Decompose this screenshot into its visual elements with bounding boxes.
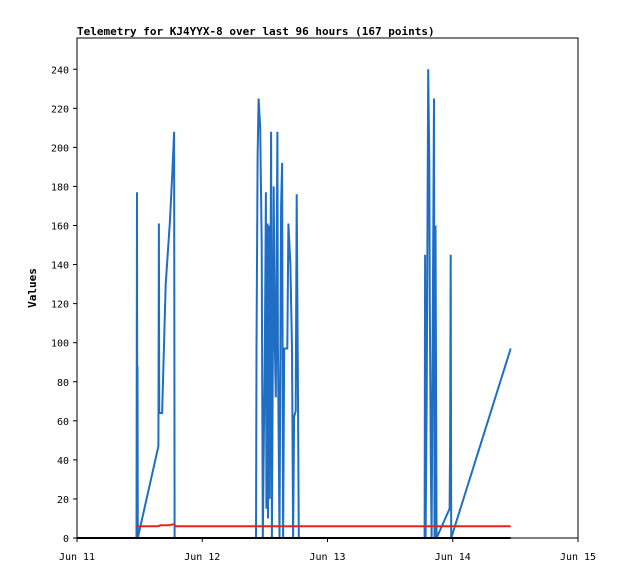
- series-line-1: [135, 69, 512, 539]
- x-tick-label: Jun 15: [560, 552, 596, 563]
- y-tick-label: 80: [57, 378, 69, 389]
- y-tick-label: 240: [51, 65, 69, 76]
- y-tick-label: 220: [51, 104, 69, 115]
- y-tick-label: 100: [51, 339, 69, 350]
- y-tick-label: 160: [51, 222, 69, 233]
- series-line-2: [136, 523, 511, 528]
- x-tick-label: Jun 13: [309, 552, 345, 563]
- x-axis: Jun 11 Jun 12 Jun 13 Jun 14 Jun 15: [59, 538, 596, 563]
- y-axis-label: Values: [26, 268, 39, 308]
- y-tick-label: 180: [51, 182, 69, 193]
- plot-frame: [76, 37, 579, 539]
- y-tick-label: 140: [51, 261, 69, 272]
- x-tick-label: Jun 11: [59, 552, 95, 563]
- y-tick-label: 60: [57, 417, 69, 428]
- chart-title: Telemetry for KJ4YYX-8 over last 96 hour…: [77, 25, 435, 38]
- y-tick-label: 120: [51, 300, 69, 311]
- y-tick-label: 200: [51, 143, 69, 154]
- y-tick-label: 0: [63, 534, 69, 545]
- x-tick-label: Jun 12: [184, 552, 220, 563]
- y-axis: 0 20 40 60 80 100 120 140 160 180 200 220 240: [51, 65, 77, 545]
- x-tick-label: Jun 14: [435, 552, 471, 563]
- y-tick-label: 40: [57, 456, 69, 467]
- series-layer: [77, 69, 512, 539]
- y-tick-label: 20: [57, 495, 69, 506]
